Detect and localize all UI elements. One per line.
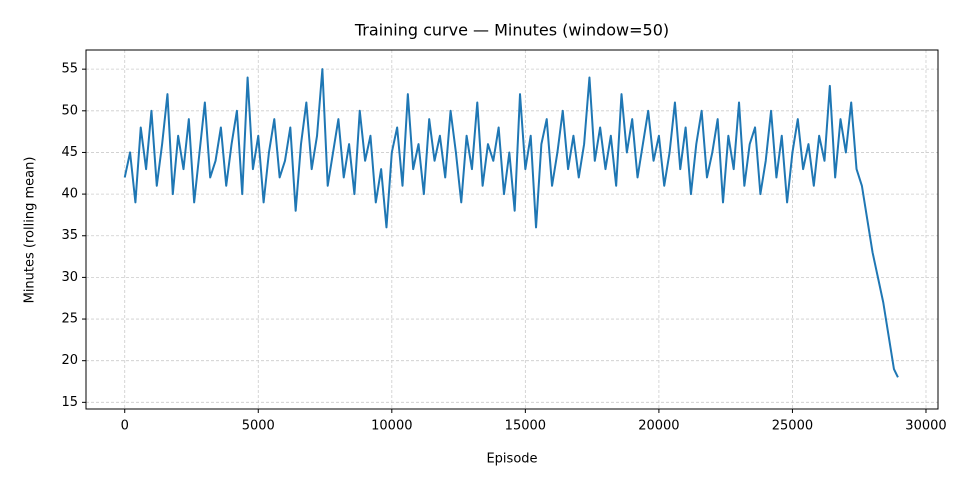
y-tick-label: 35 [61, 228, 78, 243]
x-tick-label: 30000 [905, 419, 946, 434]
y-tick-label: 55 [61, 62, 78, 77]
y-tick-label: 30 [61, 270, 78, 285]
x-axis-label: Episode [486, 452, 537, 467]
y-tick-label: 50 [61, 103, 78, 118]
plot-frame [85, 49, 939, 410]
chart-title: Training curve — Minutes (window=50) [354, 21, 669, 40]
y-tick-label: 25 [61, 312, 78, 327]
x-tick-label: 15000 [505, 419, 546, 434]
y-tick-label: 15 [61, 395, 78, 410]
x-tick-label: 25000 [772, 419, 813, 434]
x-tick-label: 20000 [638, 419, 679, 434]
data-line [123, 68, 899, 378]
x-tick-label: 0 [121, 419, 129, 434]
y-tick-label: 20 [61, 353, 78, 368]
y-axis-label: Minutes (rolling mean) [23, 157, 38, 304]
y-tick-label: 40 [61, 187, 78, 202]
x-tick-label: 10000 [371, 419, 412, 434]
y-tick-label: 45 [61, 145, 78, 160]
x-tick-label: 5000 [242, 419, 275, 434]
